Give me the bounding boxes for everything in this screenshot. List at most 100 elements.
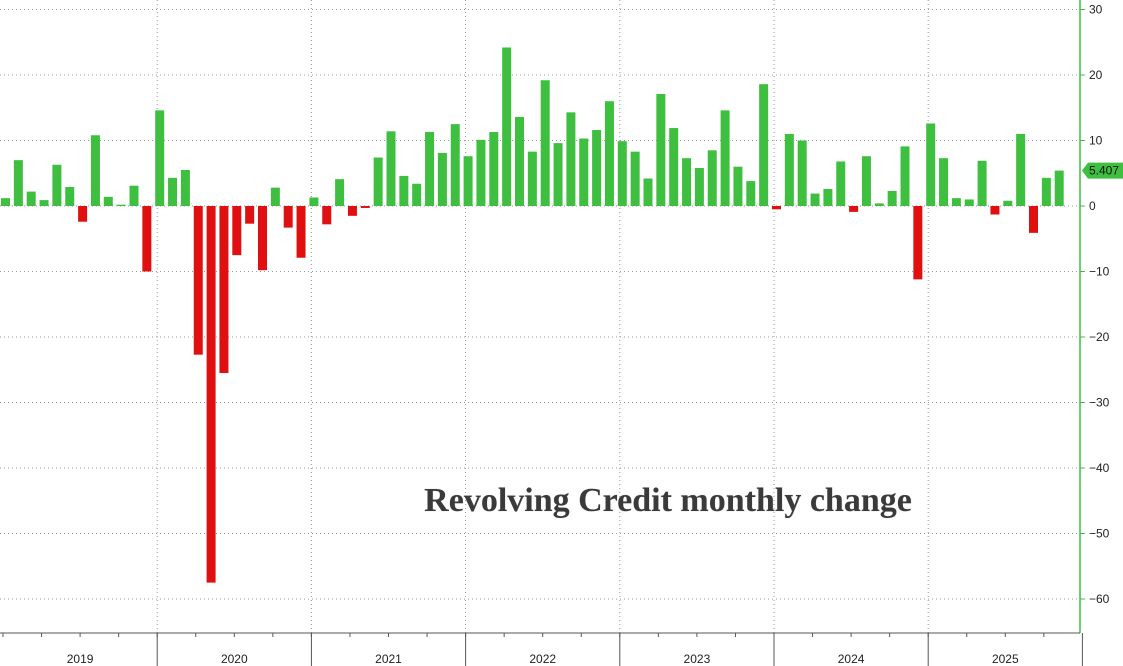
bar xyxy=(180,169,190,206)
bar xyxy=(142,206,152,272)
bar xyxy=(476,139,486,206)
last-value-tag xyxy=(1082,162,1123,179)
bar xyxy=(913,206,923,280)
bar xyxy=(103,196,113,206)
bar xyxy=(386,131,396,206)
bar xyxy=(270,187,280,206)
bar xyxy=(630,151,640,206)
bar xyxy=(1029,206,1038,233)
bar xyxy=(540,80,550,206)
bar xyxy=(502,47,512,206)
y-tick-label: 10 xyxy=(1089,134,1103,148)
bar xyxy=(566,112,576,206)
bar xyxy=(347,206,357,216)
bar xyxy=(553,143,563,206)
bar xyxy=(1003,200,1013,206)
bar xyxy=(360,206,370,208)
bar xyxy=(1054,170,1064,206)
bar xyxy=(746,181,756,206)
bar xyxy=(682,158,692,206)
bar xyxy=(772,206,781,210)
bar xyxy=(527,151,537,206)
bar xyxy=(1016,133,1026,206)
bar xyxy=(399,175,409,206)
x-tick-label: 2025 xyxy=(992,652,1019,666)
bar xyxy=(810,193,820,206)
bar xyxy=(823,188,833,206)
bar xyxy=(155,110,165,206)
bar xyxy=(759,84,769,206)
bars xyxy=(1,47,1064,583)
y-tick-label: 30 xyxy=(1089,3,1103,17)
bar xyxy=(861,156,871,206)
bar xyxy=(977,160,987,206)
bar xyxy=(90,135,100,206)
bar xyxy=(797,140,807,206)
last-value-label: 5.407 xyxy=(1089,164,1119,178)
x-tick-label: 2024 xyxy=(838,652,865,666)
x-tick-label: 2023 xyxy=(684,652,711,666)
x-tick-label: 2020 xyxy=(221,652,248,666)
bar xyxy=(78,206,88,222)
y-tick-label: −10 xyxy=(1089,265,1110,279)
bar xyxy=(643,178,653,206)
bar xyxy=(463,156,473,206)
bar xyxy=(373,157,383,206)
bar xyxy=(168,177,178,206)
bar xyxy=(617,141,627,206)
bar xyxy=(887,190,897,206)
bar xyxy=(707,150,717,206)
bar xyxy=(669,128,679,206)
y-tick-label: −30 xyxy=(1089,396,1110,410)
y-tick-label: 0 xyxy=(1089,199,1096,213)
bar xyxy=(65,187,75,206)
bar xyxy=(489,131,499,206)
bar xyxy=(129,185,139,206)
bar xyxy=(784,133,794,206)
bar xyxy=(1,198,10,206)
bar xyxy=(990,206,1000,215)
y-tick-label: −50 xyxy=(1089,527,1110,541)
y-tick-label: 20 xyxy=(1089,68,1103,82)
bar xyxy=(450,124,460,206)
bar xyxy=(283,206,293,228)
bar xyxy=(232,206,242,256)
x-tick-label: 2022 xyxy=(529,652,556,666)
bar xyxy=(604,101,614,206)
bar xyxy=(849,206,859,212)
bar xyxy=(39,200,49,206)
bar xyxy=(720,110,730,206)
bar xyxy=(245,206,255,224)
bar xyxy=(13,160,23,206)
bar xyxy=(296,206,306,258)
bar xyxy=(206,206,216,583)
bar xyxy=(733,166,743,206)
bar xyxy=(964,199,974,206)
bar xyxy=(322,206,332,225)
bar xyxy=(437,152,447,206)
bar xyxy=(579,138,589,206)
bar xyxy=(951,198,961,206)
bar xyxy=(193,206,203,355)
bar xyxy=(656,93,666,206)
bar xyxy=(694,168,704,206)
y-tick-label: −60 xyxy=(1089,592,1110,606)
bar xyxy=(900,146,910,206)
bar xyxy=(592,130,602,206)
bar xyxy=(425,131,435,206)
bar xyxy=(926,123,936,206)
y-tick-label: −40 xyxy=(1089,461,1110,475)
bar xyxy=(26,191,36,206)
x-tick-label: 2019 xyxy=(67,652,94,666)
bar xyxy=(335,179,345,206)
bar xyxy=(309,197,319,206)
bar xyxy=(515,116,524,206)
bar xyxy=(939,158,949,206)
bar xyxy=(219,206,229,374)
bar xyxy=(1041,177,1051,206)
y-tick-label: −20 xyxy=(1089,330,1110,344)
x-tick-label: 2021 xyxy=(375,652,402,666)
chart-title: Revolving Credit monthly change xyxy=(424,482,912,519)
bar xyxy=(412,183,422,206)
